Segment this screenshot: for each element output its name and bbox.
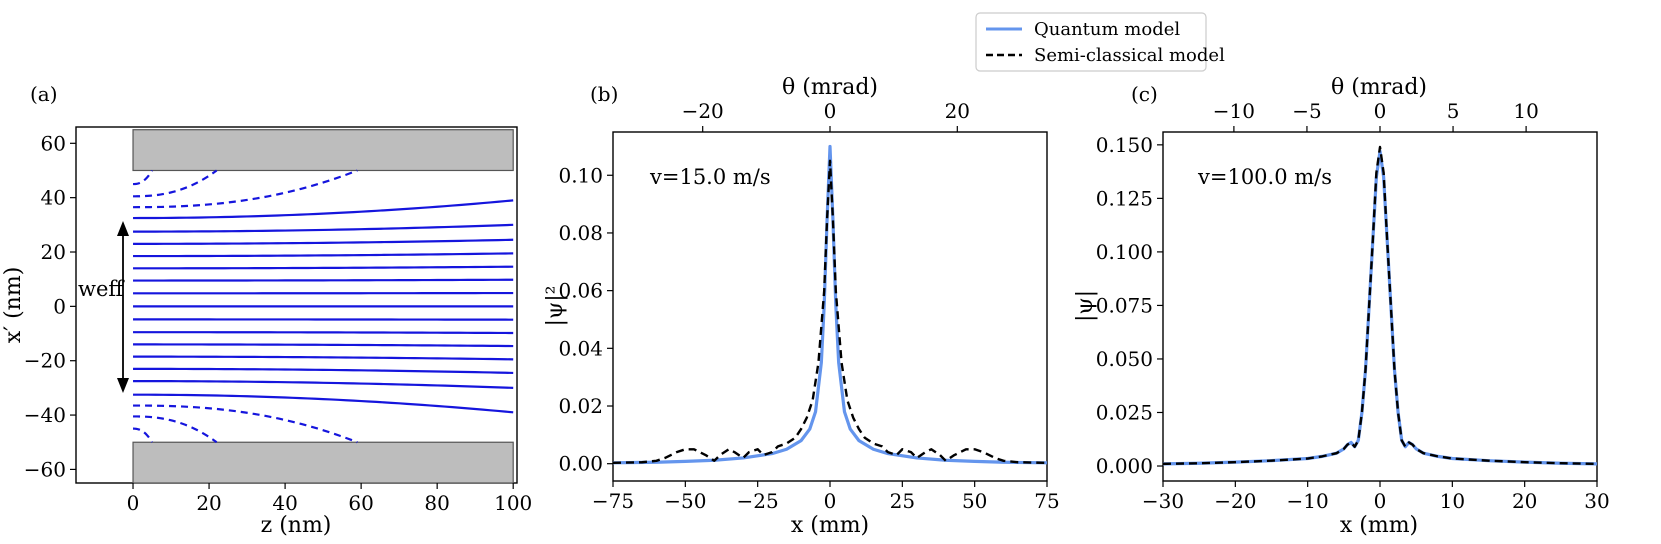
y-tick-label: 0.025 [1096,400,1153,424]
panel-c-top-xlabel: θ (mrad) [1331,75,1427,100]
panel-a-ylabel: x′ (nm) [1,267,26,344]
y-tick-label: 40 [41,186,66,210]
x-tick-label: 100 [494,491,532,515]
top-x-tick-label: 5 [1447,99,1460,123]
blocked-trajectory-line [133,169,218,198]
trajectory-line [133,343,514,348]
x-tick-label: 30 [1584,489,1609,513]
trajectory-line [133,238,514,245]
panel-b: (b) θ (mrad) −75 −50 −25 0 25 50 75 0.00 0.02 0.0… [543,75,1060,538]
top-x-tick-label: 0 [1374,99,1387,123]
y-tick-label: 0 [53,294,66,318]
x-tick-label: 25 [890,489,915,513]
x-tick-label: 40 [272,491,297,515]
y-tick-label: 0.00 [558,452,603,476]
legend: Quantum model Semi-classical model [975,12,1225,72]
x-tick-label: −20 [1214,489,1256,513]
quantum-model-line [1162,149,1598,466]
lower-plate [132,441,514,484]
y-tick-label: 60 [41,131,66,155]
panel-c-annotation: v=100.0 m/s [1197,165,1332,189]
x-tick-label: 50 [962,489,987,513]
top-x-tick-label: 0 [824,99,837,123]
trajectory-line [133,367,514,375]
top-x-tick-label: 10 [1513,99,1538,123]
trajectory-line [133,223,514,233]
effective-width-label: weff [78,277,125,301]
x-tick-label: 20 [196,491,221,515]
trajectory-line [133,265,514,270]
trajectory-line [133,278,514,282]
panel-b-xlabel: x (mm) [791,513,869,538]
y-tick-label: 0.02 [558,394,603,418]
x-tick-label: 60 [348,491,373,515]
top-x-tick-label: −10 [1213,99,1255,123]
legend-frame [975,12,1207,72]
y-tick-label: 0.06 [558,279,603,303]
x-tick-label: −50 [664,489,706,513]
x-tick-label: 0 [1374,489,1387,513]
trajectory-line [133,379,514,389]
trajectory-line [133,331,514,335]
y-tick-label: −40 [24,403,66,427]
upper-plate [132,129,514,172]
x-tick-label: −25 [737,489,779,513]
y-tick-label: 0.100 [1096,240,1153,264]
y-tick-label: 0.10 [558,163,603,187]
panel-b-top-xlabel: θ (mrad) [782,75,878,100]
panel-c-ylabel: |ψ| [1073,290,1098,322]
semiclassical-model-line [1162,145,1598,466]
y-tick-label: 0.000 [1096,454,1153,478]
x-tick-label: 80 [424,491,449,515]
blocked-trajectory-line [133,427,153,443]
panel-b-ylabel: |ψ|² [543,286,568,327]
x-tick-label: 75 [1034,489,1059,513]
panel-b-annotation: v=15.0 m/s [649,165,771,189]
y-tick-label: −20 [24,349,66,373]
blocked-trajectory-line [133,404,358,444]
y-tick-label: 0.04 [558,336,603,360]
panel-c-xlabel: x (mm) [1340,513,1418,538]
trajectory-line [133,393,514,414]
blocked-trajectory-line [133,169,358,209]
trajectory-line [133,199,514,220]
y-tick-label: 0.08 [558,221,603,245]
trajectory-line [133,355,514,361]
legend-label-quantum: Quantum model [1034,19,1180,40]
legend-label-semiclassical: Semi-classical model [1034,45,1225,66]
x-tick-label: 20 [1512,489,1537,513]
effective-width-arrow [117,221,129,393]
panel-c-label: (c) [1131,82,1158,106]
y-tick-label: 0.075 [1096,293,1153,317]
trajectory-line [133,252,514,258]
x-tick-label: 0 [127,491,140,515]
panel-c: (c) θ (mrad) −30 −20 −10 0 10 20 30 0.000 0.025 0… [1073,75,1610,538]
quantum-model-line [612,144,1048,465]
top-x-tick-label: −5 [1292,99,1321,123]
panel-b-label: (b) [590,82,618,106]
y-tick-label: 0.125 [1096,186,1153,210]
y-tick-label: 0.050 [1096,347,1153,371]
panel-a-label: (a) [30,82,58,106]
y-tick-label: −60 [24,457,66,481]
x-tick-label: −75 [592,489,634,513]
y-tick-label: 0.150 [1096,133,1153,157]
top-x-tick-label: −20 [682,99,724,123]
blocked-trajectory-line [133,415,218,444]
blocked-trajectory-line [133,169,153,186]
panel-a-axes-frame [75,126,518,484]
y-tick-label: 20 [41,240,66,264]
x-tick-label: 10 [1440,489,1465,513]
x-tick-label: −30 [1142,489,1184,513]
panel-a-xlabel: z (nm) [261,513,332,538]
panel-a: (a) 0 20 40 60 80 100 60 40 20 0 −20 −40 −60 weff z … [1,82,532,538]
top-x-tick-label: 20 [945,99,970,123]
semiclassical-model-line [612,159,1048,465]
x-tick-label: −10 [1287,489,1329,513]
x-tick-label: 0 [824,489,837,513]
